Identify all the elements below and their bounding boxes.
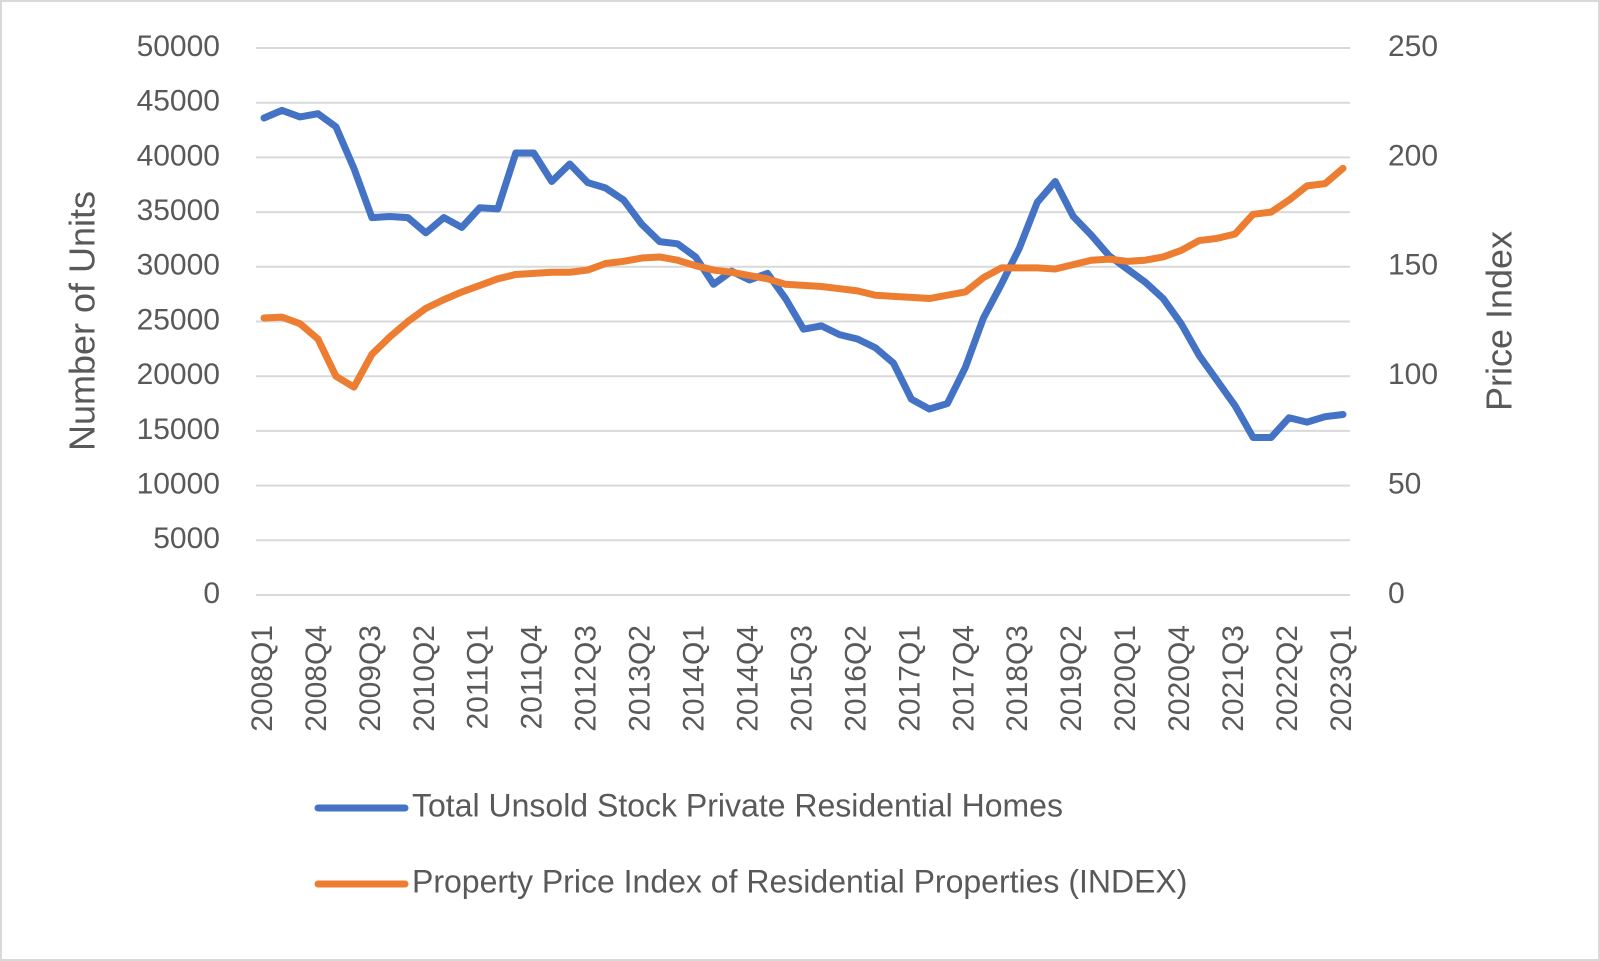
x-tick-label: 2009Q3 bbox=[354, 625, 387, 732]
x-tick-label: 2015Q3 bbox=[785, 625, 818, 732]
legend-label: Property Price Index of Residential Prop… bbox=[412, 863, 1187, 899]
x-tick-label: 2017Q4 bbox=[947, 625, 980, 732]
x-tick-label: 2014Q1 bbox=[678, 625, 711, 732]
y2-tick-label: 0 bbox=[1388, 577, 1405, 610]
x-tick-label: 2013Q2 bbox=[624, 625, 657, 732]
legend-label: Total Unsold Stock Private Residential H… bbox=[412, 787, 1063, 823]
x-tick-label: 2011Q4 bbox=[516, 625, 549, 730]
y2-axis-label: Price Index bbox=[1479, 231, 1520, 411]
y-tick-label: 0 bbox=[203, 577, 220, 610]
x-tick-label: 2017Q1 bbox=[893, 625, 926, 732]
x-tick-label: 2022Q2 bbox=[1271, 625, 1304, 732]
x-tick-label: 2014Q4 bbox=[731, 625, 764, 732]
x-tick-label: 2020Q4 bbox=[1163, 625, 1196, 732]
y-tick-label: 25000 bbox=[137, 303, 220, 336]
y2-tick-label: 200 bbox=[1388, 139, 1438, 172]
y-tick-label: 15000 bbox=[137, 413, 220, 446]
x-tick-label: 2021Q3 bbox=[1217, 625, 1250, 732]
x-tick-label: 2023Q1 bbox=[1325, 625, 1358, 732]
x-tick-label: 2012Q3 bbox=[570, 625, 603, 732]
x-tick-label: 2019Q2 bbox=[1055, 625, 1088, 732]
x-tick-label: 2018Q3 bbox=[1001, 625, 1034, 732]
x-tick-label: 2008Q4 bbox=[300, 625, 333, 732]
x-tick-label: 2016Q2 bbox=[839, 625, 872, 732]
x-tick-label: 2011Q1 bbox=[462, 625, 495, 730]
x-tick-label: 2010Q2 bbox=[408, 625, 441, 732]
y-axis-label: Number of Units bbox=[62, 191, 103, 451]
y-tick-label: 10000 bbox=[137, 468, 220, 501]
y2-tick-label: 100 bbox=[1388, 358, 1438, 391]
y-tick-label: 30000 bbox=[137, 249, 220, 282]
y-tick-label: 35000 bbox=[137, 194, 220, 227]
y-tick-label: 20000 bbox=[137, 358, 220, 391]
series-line bbox=[260, 106, 1347, 441]
x-tick-label: 2020Q1 bbox=[1109, 625, 1142, 732]
y-tick-label: 45000 bbox=[137, 85, 220, 118]
y-tick-label: 50000 bbox=[137, 30, 220, 63]
y-tick-label: 40000 bbox=[137, 139, 220, 172]
x-tick-label: 2008Q1 bbox=[246, 625, 279, 732]
series-line bbox=[260, 164, 1347, 391]
y2-tick-label: 50 bbox=[1388, 468, 1421, 501]
y-tick-label: 5000 bbox=[153, 522, 220, 555]
y2-tick-label: 250 bbox=[1388, 30, 1438, 63]
y2-tick-label: 150 bbox=[1388, 249, 1438, 282]
